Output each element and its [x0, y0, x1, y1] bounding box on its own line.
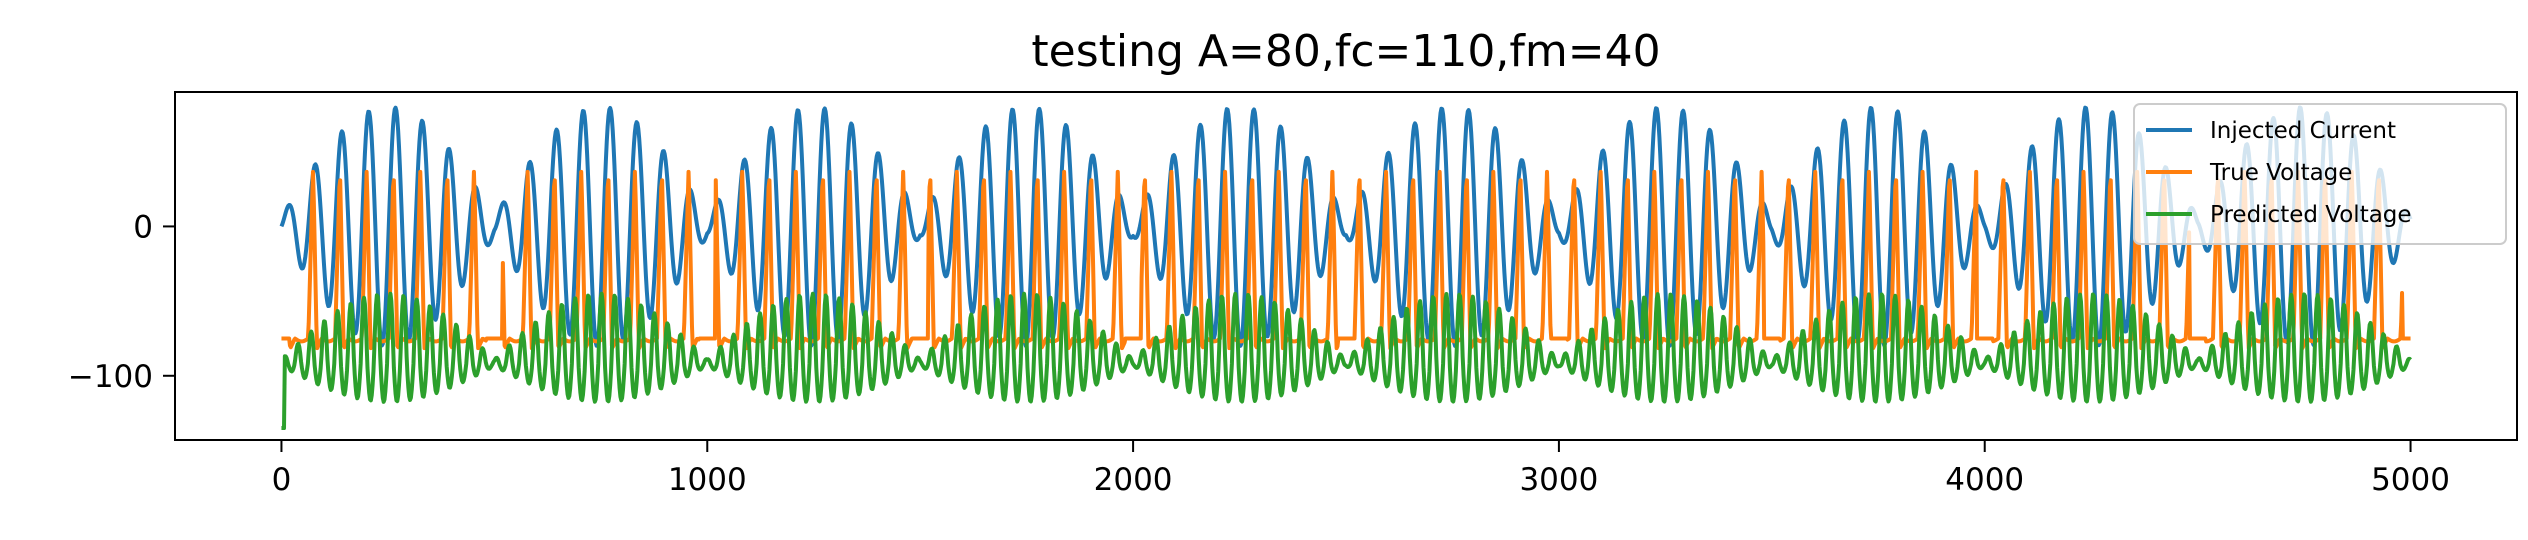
x-tick-label-2: 2000 — [1094, 462, 1173, 498]
legend-label-0: Injected Current — [2210, 118, 2396, 144]
legend: Injected Current True Voltage Predicted Vo… — [2133, 103, 2507, 245]
legend-box — [2133, 103, 2507, 245]
x-tick-label-0: 0 — [272, 462, 292, 498]
series-line-2 — [280, 291, 2412, 431]
legend-label-1: True Voltage — [2209, 160, 2352, 186]
x-tick-label-5: 5000 — [2371, 462, 2450, 498]
series-line-0 — [279, 105, 2413, 348]
series-line-1 — [280, 169, 2412, 351]
x-tick-label-1: 1000 — [668, 462, 747, 498]
legend-label-2: Predicted Voltage — [2210, 202, 2412, 228]
series-layer — [279, 105, 2413, 431]
y-axis: 0 −100 — [68, 209, 175, 395]
x-tick-label-4: 4000 — [1945, 462, 2024, 498]
x-tick-label-3: 3000 — [1519, 462, 1598, 498]
plot-frame — [174, 91, 2518, 441]
x-axis: 0 1000 2000 3000 4000 5000 — [272, 440, 2450, 498]
y-tick-label-1: −100 — [68, 359, 153, 395]
chart-title: testing A=80,fc=110,fm=40 — [1031, 26, 1660, 77]
y-tick-label-0: 0 — [133, 209, 153, 245]
